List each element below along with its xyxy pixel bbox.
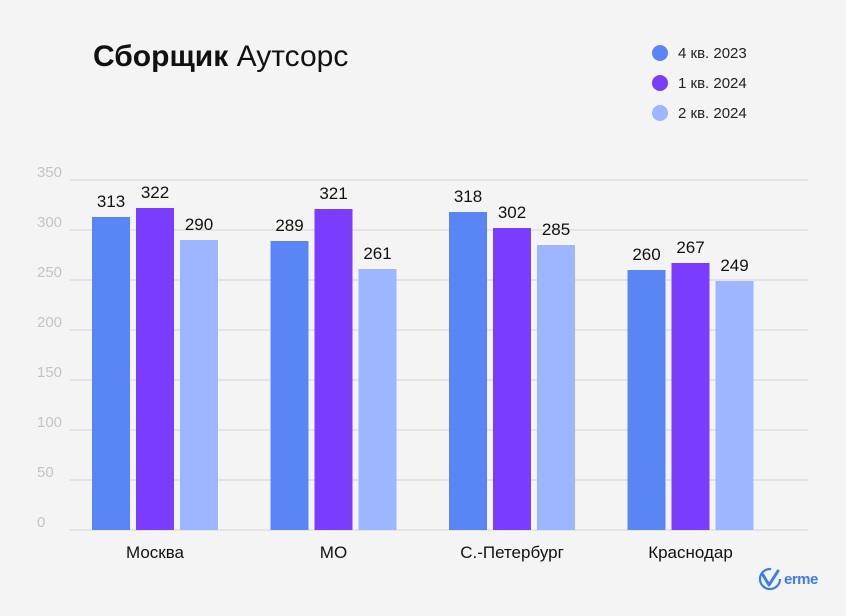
bar [92,217,130,530]
bar [358,269,397,530]
x-tick-label: МО [320,543,347,562]
chart-title-rest: Аутсорс [236,40,349,73]
x-tick-label: Москва [126,543,185,562]
data-label: 249 [720,256,748,275]
bar [537,245,575,530]
data-label: 260 [632,245,660,264]
y-tick-label: 100 [37,414,62,431]
chart-title: Сборщик Аутсорс [93,40,348,74]
v-check-icon [758,567,782,591]
data-label: 267 [676,238,704,257]
data-label: 313 [97,192,125,211]
data-label: 302 [498,203,526,222]
y-tick-label: 200 [37,314,62,331]
data-label: 261 [363,244,391,263]
bar [493,228,531,530]
legend-label: 2 кв. 2024 [678,104,747,122]
legend-item-q4-2023: 4 кв. 2023 [652,38,747,68]
legend-item-q2-2024: 2 кв. 2024 [652,98,747,128]
legend-swatch [652,75,668,91]
y-tick-label: 250 [37,264,62,281]
legend-label: 1 кв. 2024 [678,74,747,92]
bar [180,240,218,530]
y-tick-label: 50 [37,464,54,481]
bar [449,212,487,530]
y-tick-label: 350 [37,164,62,181]
data-label: 321 [319,184,347,203]
y-tick-label: 0 [37,514,45,531]
chart-title-bold: Сборщик [93,40,229,73]
data-label: 289 [275,216,303,235]
legend-label: 4 кв. 2023 [678,44,747,62]
y-tick-label: 150 [37,364,62,381]
bar [715,281,754,530]
bar [314,209,353,530]
bar [627,270,666,530]
x-tick-label: Краснодар [648,543,733,562]
bar [270,241,309,530]
data-label: 285 [542,220,570,239]
verme-logo: erme [758,566,818,592]
data-label: 322 [141,183,169,202]
legend: 4 кв. 2023 1 кв. 2024 2 кв. 2024 [652,38,747,128]
legend-item-q1-2024: 1 кв. 2024 [652,68,747,98]
bar [671,263,710,530]
legend-swatch [652,45,668,61]
data-label: 290 [185,215,213,234]
x-tick-label: С.-Петербург [460,543,564,562]
bar [136,208,174,530]
logo-text: erme [784,570,818,588]
data-label: 318 [454,187,482,206]
y-tick-label: 300 [37,214,62,231]
legend-swatch [652,105,668,121]
